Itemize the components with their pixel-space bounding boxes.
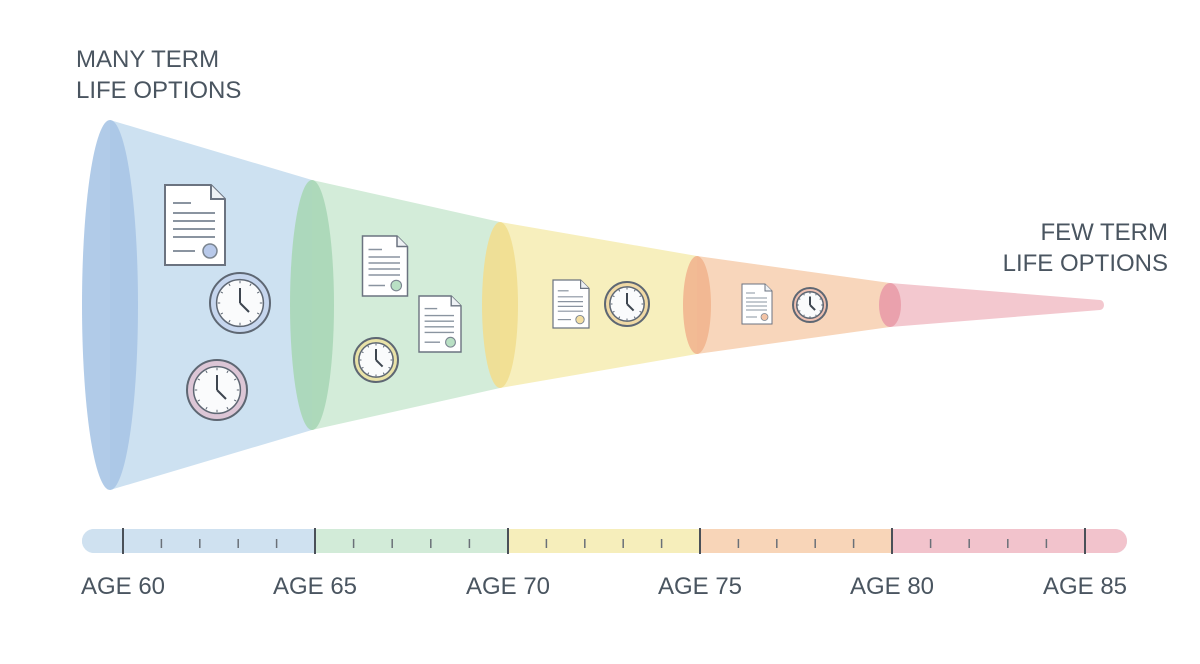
timeline-segment bbox=[700, 529, 892, 553]
clock-tick bbox=[256, 312, 260, 315]
clock-icon bbox=[186, 359, 248, 421]
document-seal bbox=[445, 336, 456, 348]
clock-tick bbox=[803, 293, 805, 296]
clock-tick bbox=[633, 316, 636, 319]
age-label: AGE 85 bbox=[1043, 573, 1127, 600]
clock-tick bbox=[798, 310, 801, 312]
funnel-ring bbox=[683, 256, 711, 354]
clock-icon bbox=[209, 272, 271, 334]
clock-tick bbox=[798, 298, 801, 300]
clock-tick bbox=[618, 289, 621, 292]
document-seal bbox=[202, 243, 218, 259]
clock-tick bbox=[367, 372, 370, 375]
funnel-ring bbox=[482, 222, 518, 388]
clock-tick bbox=[205, 370, 208, 374]
age-label: AGE 75 bbox=[658, 573, 742, 600]
clock-tick bbox=[633, 289, 636, 292]
clock-tick bbox=[639, 310, 642, 313]
clock-tick bbox=[612, 295, 615, 298]
clock-icon bbox=[353, 337, 399, 383]
funnel-segment bbox=[312, 180, 500, 430]
clock-hand bbox=[809, 304, 816, 311]
age-label: AGE 60 bbox=[81, 573, 165, 600]
clock-tick bbox=[815, 293, 817, 296]
document-icon bbox=[418, 295, 462, 353]
funnel-ring bbox=[82, 120, 138, 490]
document-seal bbox=[760, 313, 769, 321]
clock-icon bbox=[604, 281, 650, 327]
timeline: AGE 60 AGE 65 AGE 70 AGE 75 AGE 80 AGE 85 bbox=[81, 528, 1127, 600]
clock-tick bbox=[639, 295, 642, 298]
document-icon bbox=[552, 279, 590, 329]
clock-hand bbox=[375, 359, 384, 368]
clock-tick bbox=[205, 406, 208, 410]
age-label: AGE 80 bbox=[850, 573, 934, 600]
document-seal bbox=[575, 314, 585, 325]
funnel-segment bbox=[890, 283, 1100, 327]
document-icon bbox=[164, 184, 226, 266]
document-seal bbox=[390, 279, 403, 292]
clock-tick bbox=[388, 366, 391, 369]
document-fold bbox=[764, 284, 772, 292]
clock-tick bbox=[226, 406, 229, 410]
clock-tick bbox=[228, 283, 231, 287]
many-options-line: MANY TERM bbox=[76, 46, 219, 73]
clock-tick bbox=[197, 378, 201, 381]
timeline-segment bbox=[508, 529, 700, 553]
funnel-ring bbox=[879, 283, 901, 327]
few-options-line: FEW TERM bbox=[1040, 219, 1168, 246]
clock-hand bbox=[239, 302, 250, 313]
clock-tick bbox=[612, 310, 615, 313]
clock-tick bbox=[233, 378, 237, 381]
clock-tick bbox=[233, 399, 237, 402]
clock-icon bbox=[792, 287, 828, 323]
clock-tick bbox=[220, 312, 224, 315]
clock-tick bbox=[819, 310, 822, 312]
age-label: AGE 70 bbox=[466, 573, 550, 600]
clock-tick bbox=[388, 351, 391, 354]
document-fold bbox=[396, 236, 408, 248]
timeline-segment bbox=[892, 529, 1115, 553]
document-icon bbox=[741, 283, 773, 325]
document-fold bbox=[210, 185, 225, 200]
clock-tick bbox=[256, 291, 260, 294]
clock-tick bbox=[226, 370, 229, 374]
clock-tick bbox=[819, 298, 822, 300]
clock-tick bbox=[382, 345, 385, 348]
clock-tick bbox=[367, 345, 370, 348]
timeline-segment bbox=[94, 529, 315, 553]
document-icon bbox=[361, 235, 409, 297]
clock-hand bbox=[216, 389, 227, 400]
icons bbox=[164, 184, 828, 421]
clock-tick bbox=[249, 319, 252, 323]
funnel-ring bbox=[290, 180, 334, 430]
timeline-segment bbox=[315, 529, 508, 553]
few-options-line: LIFE OPTIONS bbox=[1003, 250, 1168, 277]
clock-tick bbox=[815, 314, 817, 317]
funnel-tip bbox=[1096, 300, 1104, 310]
clock-tick bbox=[220, 291, 224, 294]
clock-tick bbox=[382, 372, 385, 375]
age-label: AGE 65 bbox=[273, 573, 357, 600]
clock-hand bbox=[626, 303, 635, 312]
many-options-line: LIFE OPTIONS bbox=[76, 77, 241, 104]
clock-tick bbox=[361, 351, 364, 354]
funnel-segment bbox=[500, 222, 697, 388]
clock-tick bbox=[197, 399, 201, 402]
clock-tick bbox=[361, 366, 364, 369]
clock-tick bbox=[249, 283, 252, 287]
clock-tick bbox=[228, 319, 231, 323]
clock-tick bbox=[803, 314, 805, 317]
clock-tick bbox=[618, 316, 621, 319]
